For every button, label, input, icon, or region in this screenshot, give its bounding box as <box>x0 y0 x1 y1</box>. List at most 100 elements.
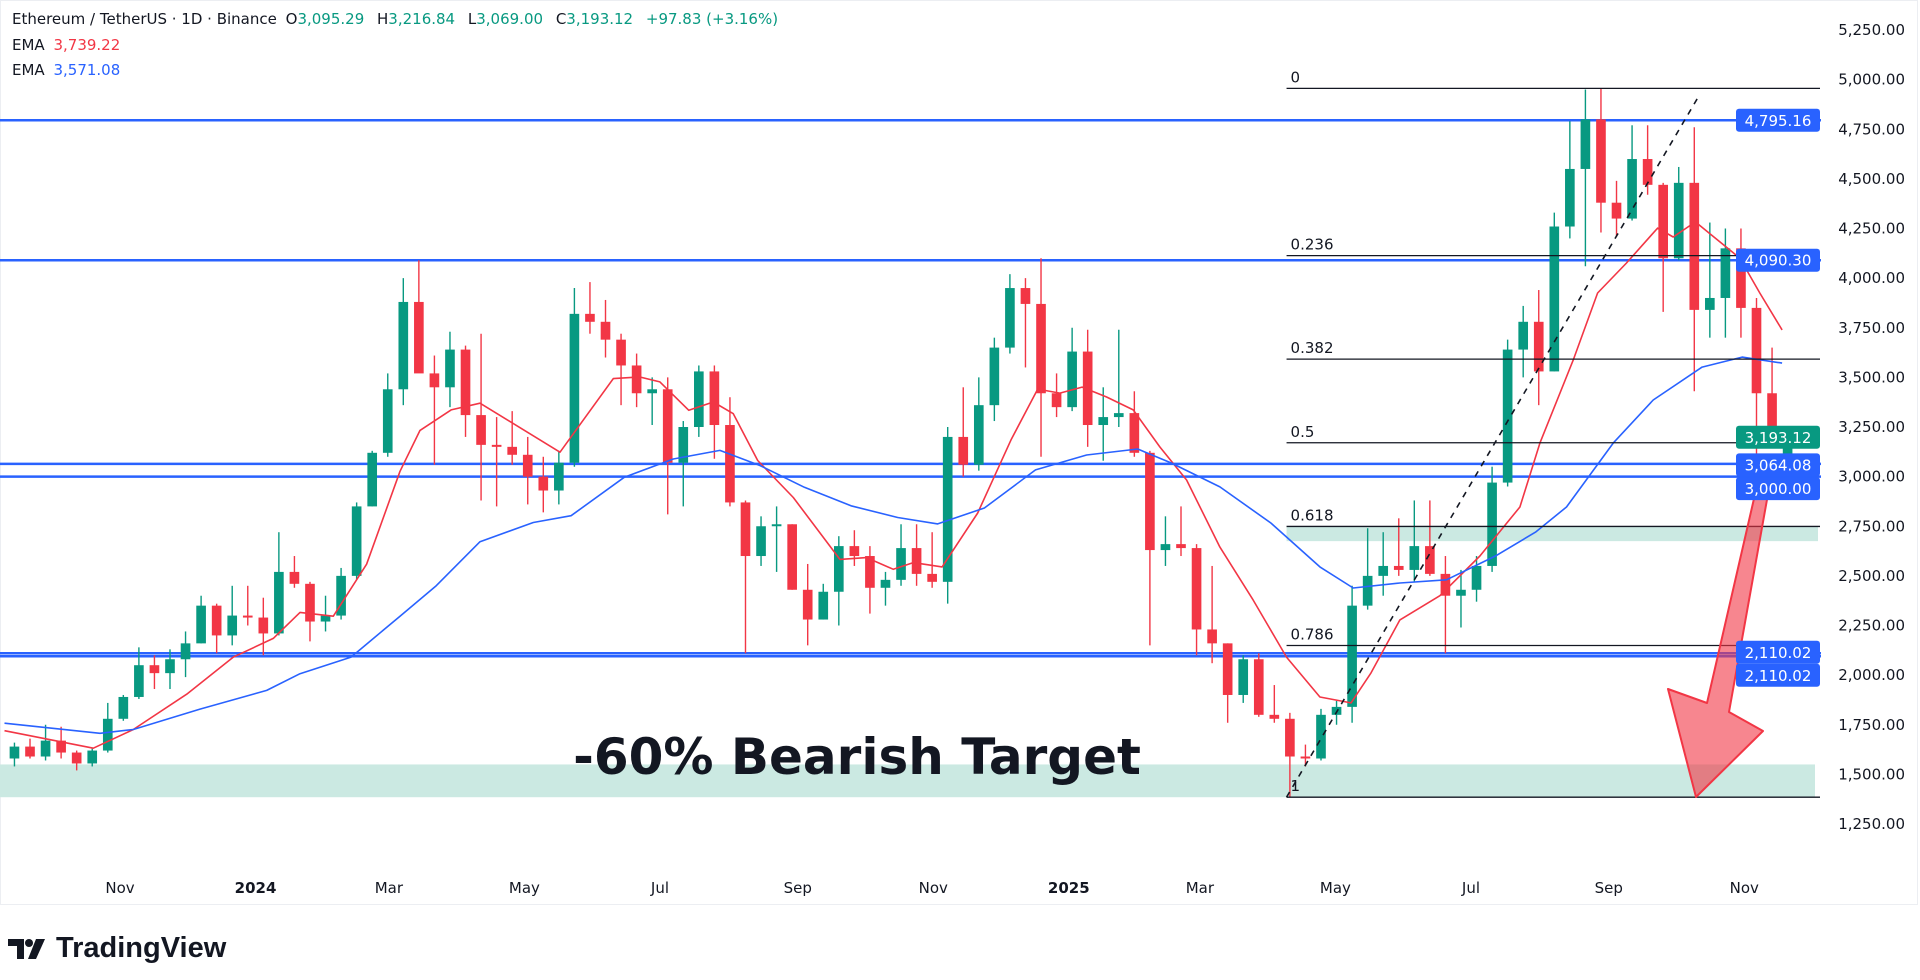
candle[interactable] <box>1596 88 1606 233</box>
candle[interactable] <box>1658 182 1669 312</box>
candle[interactable] <box>538 456 549 513</box>
candle[interactable] <box>382 373 393 457</box>
candle[interactable] <box>1145 450 1155 646</box>
candle[interactable] <box>756 516 766 566</box>
candle[interactable] <box>694 365 704 437</box>
candle[interactable] <box>87 748 98 767</box>
candle[interactable] <box>1036 258 1046 457</box>
candle[interactable] <box>1129 391 1140 457</box>
candle[interactable] <box>771 506 782 572</box>
candle[interactable] <box>1440 556 1451 654</box>
candle[interactable] <box>1580 89 1591 267</box>
candle[interactable] <box>149 655 160 690</box>
candle[interactable] <box>1456 569 1466 628</box>
candle[interactable] <box>1673 166 1684 261</box>
candle[interactable] <box>429 355 440 465</box>
price-chart[interactable]: 0 0.236 0.382 0.5 0.618 0.786 1 -60% Bearish Ta… <box>0 0 1920 905</box>
candle[interactable] <box>289 556 300 588</box>
candle[interactable] <box>414 260 424 374</box>
candle[interactable] <box>600 299 611 358</box>
candle[interactable] <box>102 702 113 753</box>
candle[interactable] <box>616 333 626 406</box>
candle[interactable] <box>320 595 331 632</box>
candle[interactable] <box>911 524 922 586</box>
candle[interactable] <box>802 563 813 646</box>
candle[interactable] <box>196 595 206 644</box>
plot-area[interactable]: 0 0.236 0.382 0.5 0.618 0.786 1 -60% Bearish Ta… <box>0 68 1821 798</box>
candle[interactable] <box>1362 528 1373 610</box>
candle[interactable] <box>40 724 51 761</box>
candle[interactable] <box>1207 565 1217 664</box>
candle[interactable] <box>958 387 969 477</box>
candle[interactable] <box>258 597 269 656</box>
candle[interactable] <box>71 750 82 771</box>
candle[interactable] <box>165 649 175 690</box>
candle[interactable] <box>942 427 953 604</box>
candle[interactable] <box>445 331 455 408</box>
candle[interactable] <box>476 333 486 501</box>
candle[interactable] <box>1067 327 1077 412</box>
candle[interactable] <box>1518 305 1529 378</box>
candle[interactable] <box>709 365 720 459</box>
candle[interactable] <box>398 278 409 406</box>
candle[interactable] <box>740 500 751 654</box>
candle[interactable] <box>1533 290 1544 406</box>
candle[interactable] <box>507 411 518 465</box>
candle[interactable] <box>367 450 378 507</box>
candle[interactable] <box>9 742 20 767</box>
dashed-trendline[interactable] <box>1285 97 1699 798</box>
candle[interactable] <box>1736 228 1746 338</box>
candle[interactable] <box>833 536 844 626</box>
candle[interactable] <box>305 581 315 642</box>
candle[interactable] <box>1098 387 1109 461</box>
candle[interactable] <box>1565 121 1575 239</box>
price-tag-3000[interactable]: 3,000.00 <box>1736 477 1820 501</box>
candle[interactable] <box>1720 228 1731 338</box>
candle[interactable] <box>569 288 580 467</box>
candle[interactable] <box>1425 500 1435 576</box>
candle[interactable] <box>1705 222 1715 338</box>
candle[interactable] <box>849 530 860 566</box>
candle[interactable] <box>585 282 595 334</box>
candle[interactable] <box>1020 278 1031 368</box>
ema-legend-red[interactable]: EMA 3,739.22 <box>12 36 124 54</box>
candle[interactable] <box>1393 518 1404 576</box>
candle[interactable] <box>1300 744 1311 767</box>
price-tag-4795[interactable]: 4,795.16 <box>1736 108 1820 132</box>
candle[interactable] <box>1113 329 1124 427</box>
candle[interactable] <box>989 337 1000 422</box>
price-tag-3064[interactable]: 3,064.08 <box>1736 453 1820 477</box>
candle[interactable] <box>1238 655 1249 703</box>
candle[interactable] <box>118 694 129 721</box>
candle[interactable] <box>134 647 144 699</box>
bearish-target-annotation[interactable]: -60% Bearish Target <box>573 728 1141 786</box>
candle[interactable] <box>1502 339 1513 487</box>
candle[interactable] <box>242 585 253 626</box>
candle[interactable] <box>787 524 797 590</box>
candle[interactable] <box>211 603 222 654</box>
price-tag-2110-b[interactable]: 2,110.02 <box>1736 663 1820 687</box>
price-tag-4090[interactable]: 4,090.30 <box>1736 248 1820 272</box>
price-tag-2110-a[interactable]: 2,110.02 <box>1736 640 1820 664</box>
candle[interactable] <box>1689 127 1700 392</box>
candle[interactable] <box>554 450 564 505</box>
candle[interactable] <box>662 377 673 515</box>
candle[interactable] <box>1051 373 1062 418</box>
candle[interactable] <box>351 502 362 580</box>
tradingview-logo[interactable]: TradingView <box>8 932 226 965</box>
candle[interactable] <box>460 345 471 437</box>
candle[interactable] <box>896 524 906 586</box>
candle[interactable] <box>1082 329 1093 447</box>
candle[interactable] <box>631 353 642 408</box>
candle[interactable] <box>1549 212 1560 372</box>
candle[interactable] <box>1285 712 1295 798</box>
ema-red-line[interactable] <box>4 221 1783 750</box>
ema-blue-line[interactable] <box>4 356 1783 735</box>
ema-legend-blue[interactable]: EMA 3,571.08 <box>12 61 124 79</box>
candle[interactable] <box>1409 500 1420 582</box>
candle[interactable] <box>865 546 875 614</box>
candle[interactable] <box>1627 125 1637 221</box>
candle[interactable] <box>725 397 735 507</box>
candle[interactable] <box>180 631 191 678</box>
candle[interactable] <box>1471 556 1482 602</box>
